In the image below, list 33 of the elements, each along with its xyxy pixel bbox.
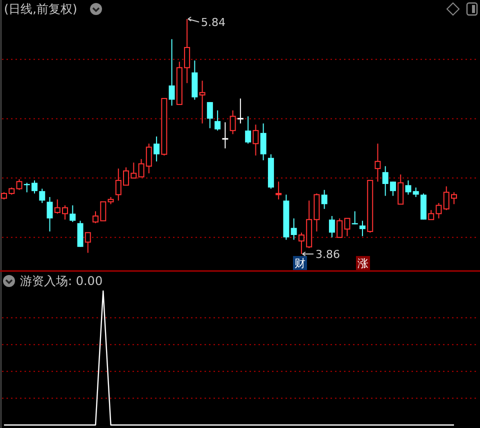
chart-title: (日线,前复权)	[4, 2, 78, 16]
chart-title: 游资入场: 0.00	[20, 274, 103, 288]
candlestick	[352, 210, 358, 225]
candlestick	[290, 218, 297, 240]
candlestick	[260, 122, 266, 161]
candlestick	[359, 220, 366, 237]
text: 财	[294, 257, 306, 270]
candlestick	[199, 80, 206, 124]
candlestick	[398, 174, 404, 205]
candlestick	[221, 122, 229, 149]
candlestick	[374, 143, 381, 182]
candlestick	[214, 110, 221, 132]
candlestick	[276, 181, 282, 200]
candlestick	[206, 102, 213, 129]
candlestick	[252, 124, 259, 156]
candlestick	[236, 98, 244, 124]
candlestick	[70, 204, 76, 222]
candlestick	[16, 178, 22, 190]
candlestick	[328, 216, 335, 238]
candlestick	[230, 110, 236, 135]
candlestick	[168, 38, 175, 106]
candlestick	[321, 189, 328, 210]
candlestick	[405, 180, 412, 196]
candlestick	[154, 136, 160, 162]
candlestick	[39, 188, 46, 204]
candlestick	[245, 116, 252, 144]
candlestick	[412, 187, 419, 198]
candlestick	[77, 220, 84, 248]
candlestick	[46, 196, 53, 232]
annotation: 3.86	[315, 248, 340, 261]
text: 涨	[358, 257, 368, 270]
annotation: 5.84	[201, 16, 226, 29]
candlestick	[84, 232, 91, 254]
